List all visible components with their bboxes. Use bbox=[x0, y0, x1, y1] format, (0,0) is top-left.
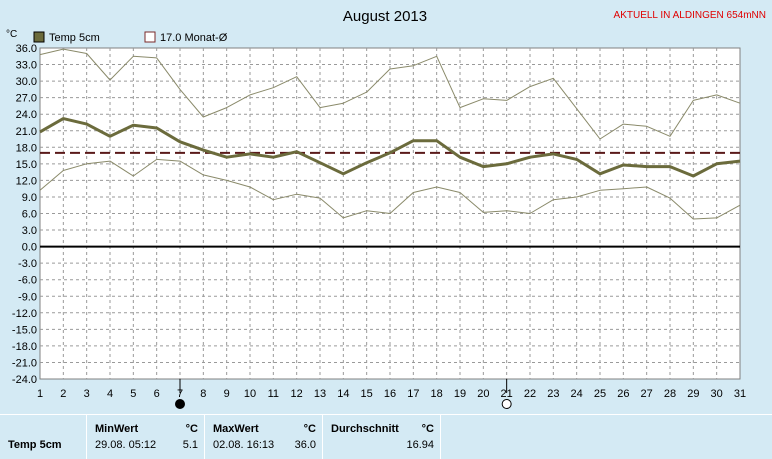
stats-min-header: MinWert bbox=[95, 423, 139, 435]
y-tick-label: -24.0 bbox=[12, 374, 37, 386]
y-tick-label: -12.0 bbox=[12, 308, 37, 320]
y-tick-label: -21.0 bbox=[12, 357, 37, 369]
legend-swatch-average bbox=[144, 31, 156, 43]
stats-max-time: 02.08. 16:13 bbox=[213, 439, 275, 451]
x-tick-label: 9 bbox=[224, 388, 230, 400]
y-tick-label: 36.0 bbox=[16, 43, 37, 55]
stats-max-value: 36.0 bbox=[294, 439, 316, 451]
x-tick-label: 16 bbox=[384, 388, 396, 400]
stats-min-unit: °C bbox=[185, 423, 198, 435]
x-tick-label: 20 bbox=[477, 388, 489, 400]
x-tick-label: 14 bbox=[337, 388, 349, 400]
x-tick-label: 12 bbox=[291, 388, 303, 400]
x-axis: 1 2 3 4 5 6 7 8 9 10 11 12 13 14 15 16 17 18 19 20 21 22 23 24 2… bbox=[37, 388, 746, 400]
x-tick-label: 22 bbox=[524, 388, 536, 400]
x-tick-label: 29 bbox=[687, 388, 699, 400]
y-tick-label: 15.0 bbox=[16, 159, 37, 171]
series-mean-line bbox=[39, 117, 741, 178]
y-tick-label: 9.0 bbox=[22, 192, 37, 204]
x-tick-label: 11 bbox=[268, 388, 279, 400]
y-tick-label: 27.0 bbox=[16, 93, 37, 105]
series-min-line bbox=[39, 158, 741, 220]
y-axis: 36.0 33.0 30.0 27.0 24.0 21.0 18.0 15.0 12.0 9.0 6… bbox=[12, 43, 37, 386]
stats-min-value: 5.1 bbox=[182, 439, 198, 451]
x-tick-label: 1 bbox=[37, 388, 43, 400]
x-tick-label: 8 bbox=[200, 388, 206, 400]
y-tick-label: -15.0 bbox=[12, 324, 37, 336]
x-tick-label: 31 bbox=[734, 388, 746, 400]
stats-avg-value: 16.94 bbox=[406, 439, 434, 451]
x-tick-label: 2 bbox=[60, 388, 66, 400]
y-tick-label: 30.0 bbox=[16, 76, 37, 88]
y-tick-label: 0.0 bbox=[22, 242, 37, 254]
legend-label-temp: Temp 5cm bbox=[49, 32, 100, 44]
x-tick-label: 30 bbox=[711, 388, 723, 400]
x-tick-label: 24 bbox=[571, 388, 583, 400]
stats-avg-cell: Durchschnitt °C 16.94 bbox=[323, 415, 441, 459]
x-tick-label: 6 bbox=[154, 388, 160, 400]
stats-series-label: Temp 5cm bbox=[8, 439, 62, 451]
x-tick-label: 23 bbox=[547, 388, 559, 400]
y-tick-label: 33.0 bbox=[16, 60, 37, 72]
stats-panel: Temp 5cm MinWert °C 29.08. 05:12 5.1 Max… bbox=[0, 414, 772, 459]
temperature-chart: August 2013 AKTUELL IN ALDINGEN 654mNN °… bbox=[6, 8, 766, 409]
stats-avg-unit: °C bbox=[421, 423, 434, 435]
moon-markers bbox=[175, 379, 512, 409]
stats-avg-header: Durchschnitt bbox=[331, 423, 399, 435]
stats-max-unit: °C bbox=[303, 423, 316, 435]
full-moon-icon bbox=[501, 399, 512, 409]
x-tick-label: 10 bbox=[244, 388, 256, 400]
y-tick-label: -18.0 bbox=[12, 341, 37, 353]
x-tick-label: 5 bbox=[130, 388, 136, 400]
x-tick-label: 21 bbox=[501, 388, 513, 400]
legend-label-average: 17.0 Monat-Ø bbox=[160, 32, 228, 44]
stats-min-cell: MinWert °C 29.08. 05:12 5.1 bbox=[87, 415, 205, 459]
y-tick-label: 12.0 bbox=[16, 175, 37, 187]
y-tick-label: 24.0 bbox=[16, 109, 37, 121]
x-tick-label: 17 bbox=[407, 388, 419, 400]
stats-min-time: 29.08. 05:12 bbox=[95, 439, 157, 451]
x-tick-label: 27 bbox=[641, 388, 653, 400]
y-axis-unit: °C bbox=[6, 29, 17, 40]
y-tick-label: 21.0 bbox=[16, 126, 37, 138]
y-tick-label: 18.0 bbox=[16, 142, 37, 154]
y-tick-label: 3.0 bbox=[22, 225, 37, 237]
stats-max-header: MaxWert bbox=[213, 423, 259, 435]
stats-max-cell: MaxWert °C 02.08. 16:13 36.0 bbox=[205, 415, 323, 459]
x-tick-label: 28 bbox=[664, 388, 676, 400]
x-tick-label: 15 bbox=[361, 388, 373, 400]
legend-swatch-temp bbox=[33, 31, 45, 43]
x-tick-label: 4 bbox=[107, 388, 113, 400]
legend: Temp 5cm 17.0 Monat-Ø bbox=[33, 31, 228, 44]
chart-title: August 2013 bbox=[343, 8, 427, 25]
x-tick-label: 3 bbox=[84, 388, 90, 400]
x-tick-label: 18 bbox=[431, 388, 443, 400]
x-tick-label: 19 bbox=[454, 388, 466, 400]
stats-series-cell: Temp 5cm bbox=[0, 415, 87, 459]
station-label: AKTUELL IN ALDINGEN 654mNN bbox=[614, 10, 766, 21]
y-tick-label: -3.0 bbox=[18, 258, 37, 270]
new-moon-icon bbox=[175, 399, 185, 409]
x-tick-label: 13 bbox=[314, 388, 326, 400]
y-tick-label: 6.0 bbox=[22, 209, 37, 221]
series-lines bbox=[39, 48, 741, 220]
grid bbox=[40, 48, 740, 379]
x-tick-label: 7 bbox=[177, 388, 183, 400]
y-tick-label: -6.0 bbox=[18, 275, 37, 287]
x-tick-label: 26 bbox=[617, 388, 629, 400]
x-tick-label: 25 bbox=[594, 388, 606, 400]
y-tick-label: -9.0 bbox=[18, 291, 37, 303]
series-max-line bbox=[39, 48, 741, 140]
